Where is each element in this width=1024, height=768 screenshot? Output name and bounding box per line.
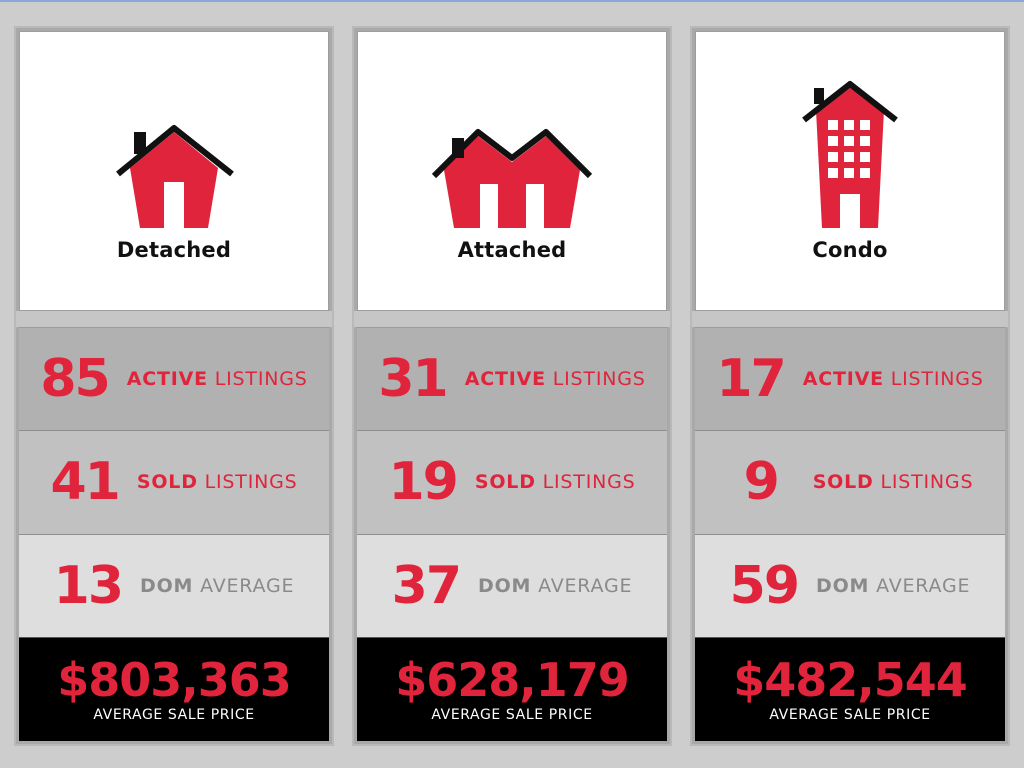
active-label: ACTIVE LISTINGS: [465, 368, 646, 390]
card-condo: Condo 17 ACTIVE LISTINGS 9 SOLD LISTINGS…: [690, 26, 1010, 746]
dom-label: DOM AVERAGE: [816, 575, 970, 597]
dom-label: DOM AVERAGE: [478, 575, 632, 597]
dom-average-row: 13 DOM AVERAGE: [19, 533, 329, 637]
detached-house-icon: [116, 125, 234, 229]
spacer: [692, 311, 1008, 328]
sold-count: 41: [50, 452, 121, 513]
active-rest: LISTINGS: [214, 368, 308, 391]
sold-count: 9: [743, 452, 780, 513]
dom-label: DOM AVERAGE: [140, 575, 294, 597]
type-label: Attached: [457, 238, 567, 263]
active-rest: LISTINGS: [552, 368, 646, 391]
spacer: [16, 311, 332, 328]
dom-rest: AVERAGE: [538, 574, 633, 597]
condo-building-icon: [802, 81, 898, 229]
hero-panel: Condo: [695, 31, 1005, 312]
sold-count: 19: [388, 452, 459, 513]
average-sale-price: $482,544: [733, 653, 968, 708]
card-detached: Detached 85 ACTIVE LISTINGS 41 SOLD LIST…: [14, 26, 334, 746]
sold-listings-row: 19 SOLD LISTINGS: [357, 430, 667, 534]
type-label: Detached: [116, 238, 232, 263]
dom-value: 59: [729, 555, 800, 616]
listing-stats-board: Detached 85 ACTIVE LISTINGS 41 SOLD LIST…: [14, 26, 1010, 746]
hero-panel: Detached: [19, 31, 329, 312]
average-sale-price-panel: $482,544 AVERAGE SALE PRICE: [695, 636, 1005, 741]
active-listings-row: 85 ACTIVE LISTINGS: [19, 327, 329, 431]
sold-listings-row: 41 SOLD LISTINGS: [19, 430, 329, 534]
sold-strong: SOLD: [474, 471, 536, 494]
sold-rest: LISTINGS: [204, 471, 298, 494]
sold-strong: SOLD: [136, 471, 198, 494]
dom-value: 37: [391, 555, 462, 616]
hero-panel: Attached: [357, 31, 667, 312]
average-sale-price-panel: $803,363 AVERAGE SALE PRICE: [19, 636, 329, 741]
sold-listings-row: 9 SOLD LISTINGS: [695, 430, 1005, 534]
dom-strong: DOM: [816, 574, 870, 597]
sold-label: SOLD LISTINGS: [475, 471, 636, 493]
dom-rest: AVERAGE: [200, 574, 295, 597]
active-count: 85: [40, 349, 110, 410]
active-strong: ACTIVE: [802, 368, 884, 391]
sold-rest: LISTINGS: [542, 471, 636, 494]
active-strong: ACTIVE: [126, 368, 208, 391]
type-label: Condo: [812, 238, 888, 263]
sold-label: SOLD LISTINGS: [813, 471, 974, 493]
average-sale-price-panel: $628,179 AVERAGE SALE PRICE: [357, 636, 667, 741]
active-count: 17: [716, 349, 786, 410]
active-strong: ACTIVE: [464, 368, 546, 391]
attached-house-icon: [431, 129, 593, 229]
active-rest: LISTINGS: [890, 368, 984, 391]
dom-strong: DOM: [478, 574, 532, 597]
sold-label: SOLD LISTINGS: [137, 471, 298, 493]
average-sale-price-label: AVERAGE SALE PRICE: [769, 707, 931, 724]
spacer: [354, 311, 670, 328]
average-sale-price: $803,363: [57, 653, 292, 708]
dom-average-row: 59 DOM AVERAGE: [695, 533, 1005, 637]
active-listings-row: 17 ACTIVE LISTINGS: [695, 327, 1005, 431]
dom-strong: DOM: [140, 574, 194, 597]
sold-strong: SOLD: [812, 471, 874, 494]
top-border-line: [0, 0, 1024, 2]
card-attached: Attached 31 ACTIVE LISTINGS 19 SOLD LIST…: [352, 26, 672, 746]
average-sale-price-label: AVERAGE SALE PRICE: [93, 707, 255, 724]
active-label: ACTIVE LISTINGS: [803, 368, 984, 390]
average-sale-price-label: AVERAGE SALE PRICE: [431, 707, 593, 724]
average-sale-price: $628,179: [395, 653, 630, 708]
dom-average-row: 37 DOM AVERAGE: [357, 533, 667, 637]
active-label: ACTIVE LISTINGS: [127, 368, 308, 390]
dom-rest: AVERAGE: [876, 574, 971, 597]
dom-value: 13: [53, 555, 124, 616]
active-count: 31: [378, 349, 448, 410]
active-listings-row: 31 ACTIVE LISTINGS: [357, 327, 667, 431]
sold-rest: LISTINGS: [880, 471, 974, 494]
